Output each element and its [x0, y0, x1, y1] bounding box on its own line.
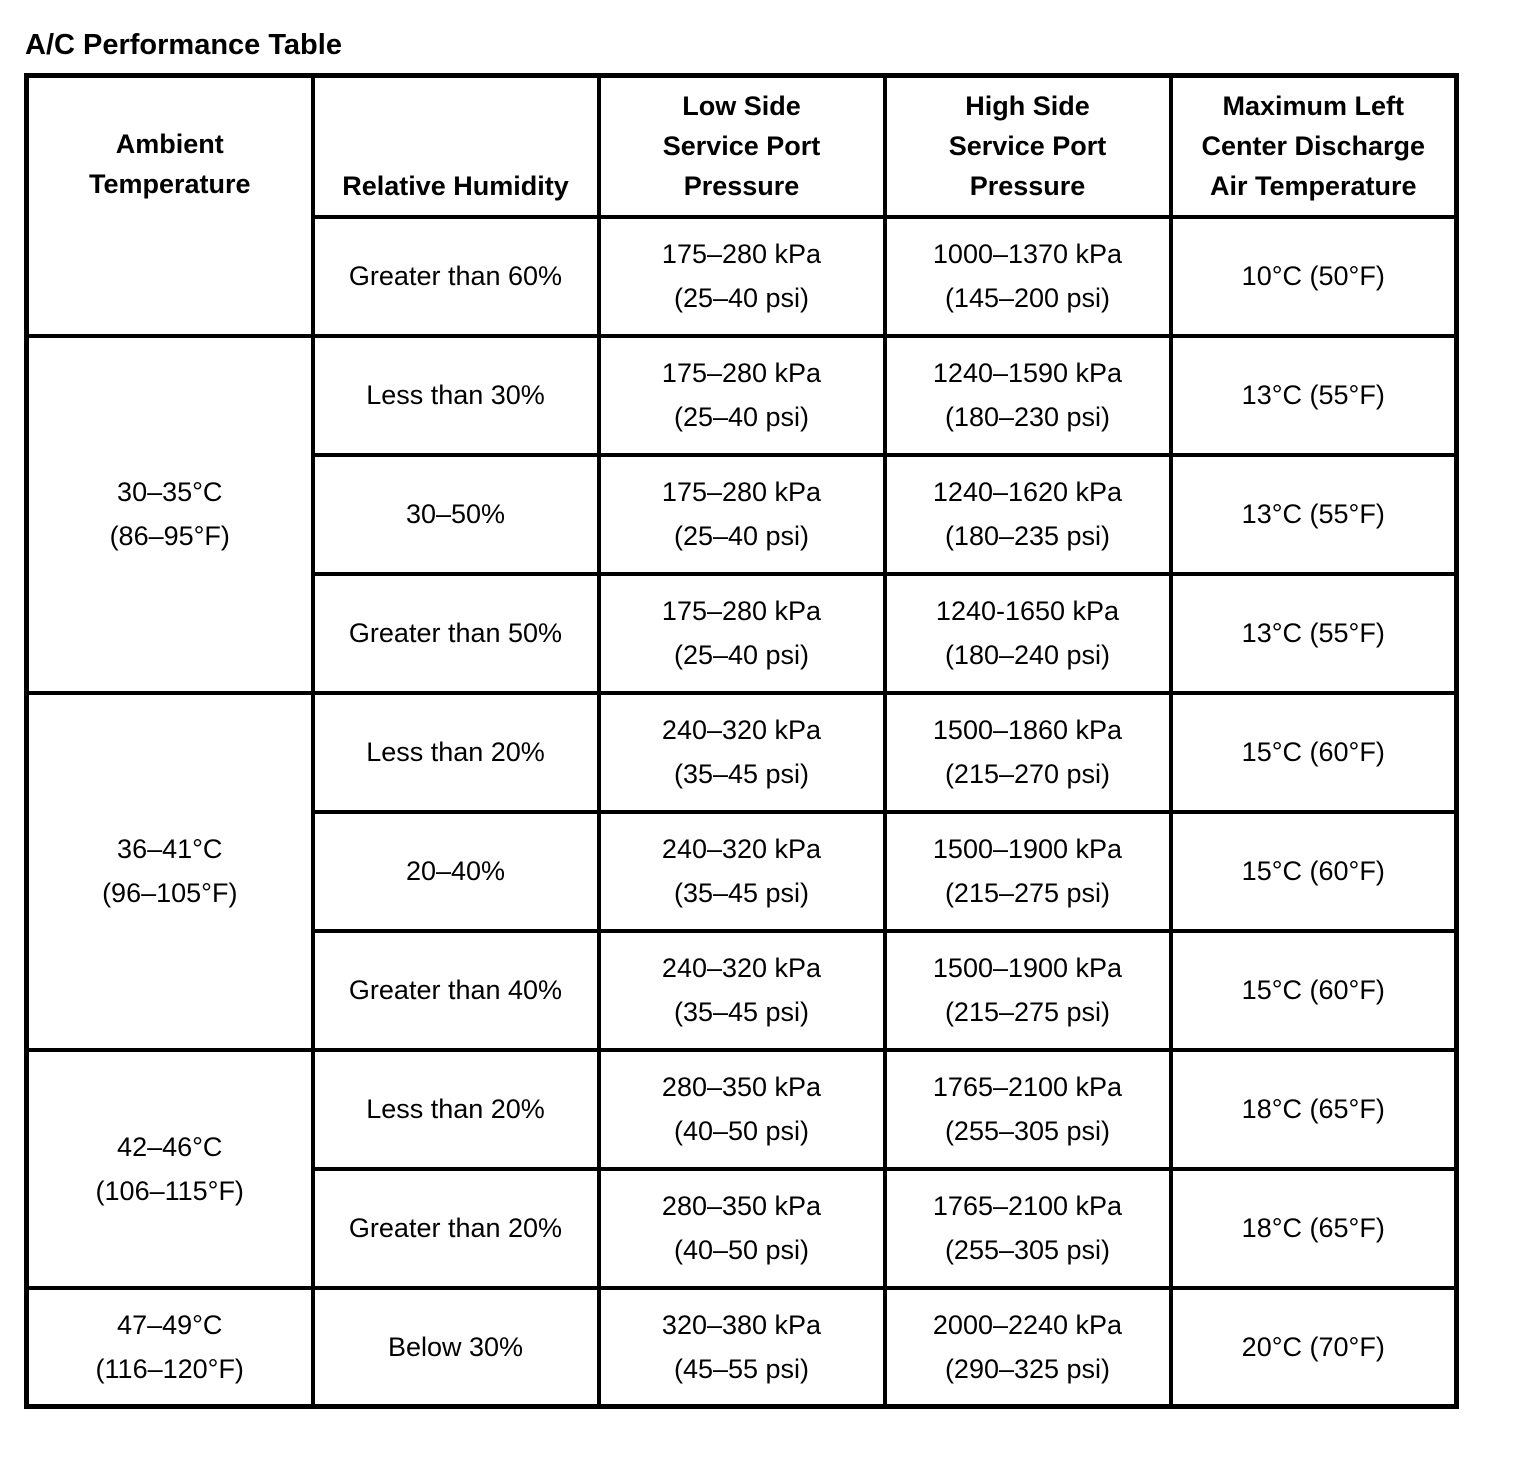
- cell-ambient-temperature: 42–46°C (106–115°F): [24, 1047, 315, 1290]
- cell-high-side-pressure: 1500–1900 kPa (215–275 psi): [882, 809, 1173, 933]
- cell-humidity: Less than 20%: [310, 690, 601, 814]
- cell-discharge-temperature: 15°C (60°F): [1168, 928, 1459, 1052]
- table-row: Greater than 20% 280–350 kPa (40–50 psi)…: [27, 1166, 1459, 1290]
- header-ambient-temperature: Ambient Temperature: [24, 73, 315, 338]
- ac-performance-table: Ambient Temperature Relative Humidity Lo…: [24, 73, 1459, 1409]
- cell-humidity: Less than 30%: [310, 333, 601, 457]
- cell-humidity: Greater than 40%: [310, 928, 601, 1052]
- cell-discharge-temperature: 13°C (55°F): [1168, 571, 1459, 695]
- table-row: Greater than 60% 175–280 kPa (25–40 psi)…: [27, 214, 1459, 338]
- cell-high-side-pressure: 1240–1590 kPa (180–230 psi): [882, 333, 1173, 457]
- cell-low-side-pressure: 320–380 kPa (45–55 psi): [596, 1285, 887, 1409]
- cell-low-side-pressure: 175–280 kPa (25–40 psi): [596, 333, 887, 457]
- cell-humidity: Greater than 60%: [310, 214, 601, 338]
- cell-humidity: 30–50%: [310, 452, 601, 576]
- table-row: Greater than 50% 175–280 kPa (25–40 psi)…: [27, 571, 1459, 695]
- table-row: 42–46°C (106–115°F) Less than 20% 280–35…: [24, 1047, 1459, 1290]
- cell-low-side-pressure: 175–280 kPa (25–40 psi): [596, 214, 887, 338]
- table-row: 30–35°C (86–95°F) Less than 30% 175–280 …: [24, 333, 1459, 695]
- cell-low-side-pressure: 175–280 kPa (25–40 psi): [596, 452, 887, 576]
- cell-discharge-temperature: 20°C (70°F): [1168, 1285, 1459, 1409]
- cell-low-side-pressure: 280–350 kPa (40–50 psi): [596, 1166, 887, 1290]
- cell-low-side-pressure: 240–320 kPa (35–45 psi): [596, 690, 887, 814]
- cell-discharge-temperature: 13°C (55°F): [1168, 452, 1459, 576]
- page-title: A/C Performance Table: [25, 29, 342, 61]
- cell-high-side-pressure: 2000–2240 kPa (290–325 psi): [882, 1285, 1173, 1409]
- cell-humidity: 20–40%: [310, 809, 601, 933]
- table-row: Greater than 40% 240–320 kPa (35–45 psi)…: [27, 928, 1459, 1052]
- table-row: 20–40% 240–320 kPa (35–45 psi) 1500–1900…: [27, 809, 1459, 933]
- header-row: Ambient Temperature Relative Humidity Lo…: [24, 73, 1459, 338]
- cell-ambient-temperature: 36–41°C (96–105°F): [24, 690, 315, 1052]
- cell-high-side-pressure: 1765–2100 kPa (255–305 psi): [882, 1047, 1173, 1171]
- cell-low-side-pressure: 240–320 kPa (35–45 psi): [596, 809, 887, 933]
- table-row: 36–41°C (96–105°F) Less than 20% 240–320…: [24, 690, 1459, 1052]
- cell-low-side-pressure: 280–350 kPa (40–50 psi): [596, 1047, 887, 1171]
- cell-high-side-pressure: 1500–1900 kPa (215–275 psi): [882, 928, 1173, 1052]
- header-low-side-pressure: Low Side Service Port Pressure: [596, 73, 887, 219]
- cell-discharge-temperature: 13°C (55°F): [1168, 333, 1459, 457]
- cell-discharge-temperature: 10°C (50°F): [1168, 214, 1459, 338]
- header-high-side-pressure: High Side Service Port Pressure: [882, 73, 1173, 219]
- cell-discharge-temperature: 18°C (65°F): [1168, 1047, 1459, 1171]
- cell-discharge-temperature: 15°C (60°F): [1168, 809, 1459, 933]
- cell-high-side-pressure: 1765–2100 kPa (255–305 psi): [882, 1166, 1173, 1290]
- cell-high-side-pressure: 1240–1620 kPa (180–235 psi): [882, 452, 1173, 576]
- cell-ambient-temperature: 47–49°C (116–120°F): [24, 1285, 315, 1409]
- table-row: 30–50% 175–280 kPa (25–40 psi) 1240–1620…: [27, 452, 1459, 576]
- cell-humidity: Less than 20%: [310, 1047, 601, 1171]
- cell-humidity: Below 30%: [310, 1285, 601, 1409]
- cell-high-side-pressure: 1000–1370 kPa (145–200 psi): [882, 214, 1173, 338]
- cell-discharge-temperature: 18°C (65°F): [1168, 1166, 1459, 1290]
- cell-high-side-pressure: 1240-1650 kPa (180–240 psi): [882, 571, 1173, 695]
- cell-low-side-pressure: 240–320 kPa (35–45 psi): [596, 928, 887, 1052]
- cell-discharge-temperature: 15°C (60°F): [1168, 690, 1459, 814]
- header-discharge-air-temperature: Maximum Left Center Discharge Air Temper…: [1168, 73, 1459, 219]
- header-relative-humidity: Relative Humidity: [310, 73, 601, 219]
- cell-humidity: Greater than 50%: [310, 571, 601, 695]
- cell-high-side-pressure: 1500–1860 kPa (215–270 psi): [882, 690, 1173, 814]
- cell-low-side-pressure: 175–280 kPa (25–40 psi): [596, 571, 887, 695]
- cell-ambient-temperature: 30–35°C (86–95°F): [24, 333, 315, 695]
- cell-humidity: Greater than 20%: [310, 1166, 601, 1290]
- table-row: 47–49°C (116–120°F) Below 30% 320–380 kP…: [24, 1285, 1459, 1409]
